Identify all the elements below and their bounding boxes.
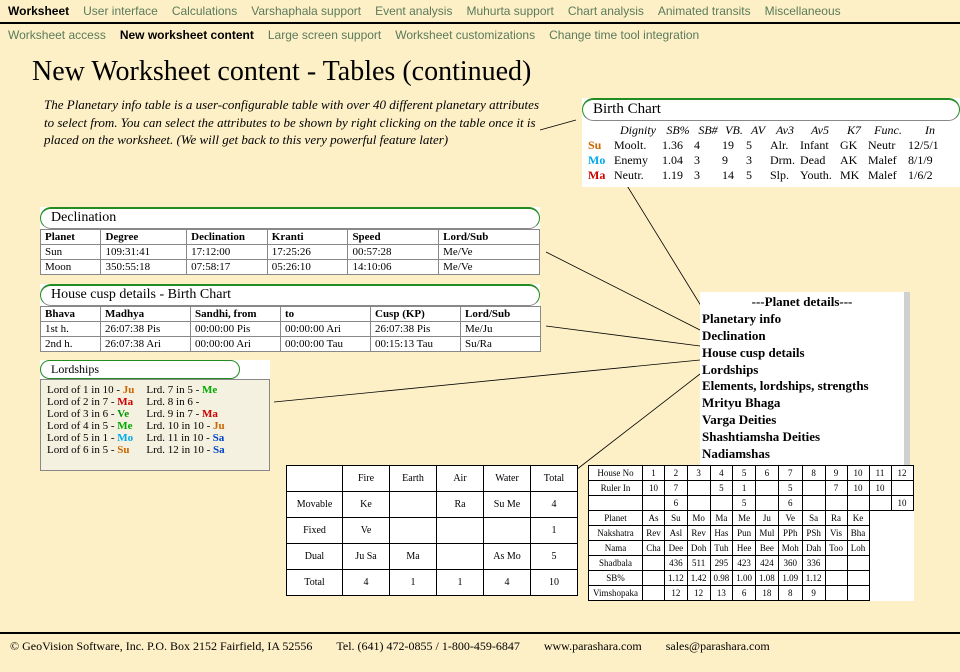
- lordships-title: Lordships: [40, 360, 240, 379]
- menu-item[interactable]: Nadiamshas: [702, 446, 902, 463]
- birth-chart-title: Birth Chart: [582, 98, 960, 121]
- menu-item[interactable]: Varga Deities: [702, 412, 902, 429]
- footer-tel: Tel. (641) 472-0855 / 1-800-459-6847: [336, 639, 519, 654]
- footer: © GeoVision Software, Inc. P.O. Box 2152…: [0, 632, 960, 672]
- topnav-item[interactable]: Event analysis: [375, 4, 452, 18]
- menu-item[interactable]: Declination: [702, 328, 902, 345]
- housecusp-panel: House cusp details - Birth Chart BhavaMa…: [40, 284, 540, 352]
- footer-email[interactable]: sales@parashara.com: [666, 639, 770, 654]
- topnav-item[interactable]: Animated transits: [658, 4, 751, 18]
- menu-item[interactable]: Planetary info: [702, 311, 902, 328]
- declination-title: Declination: [40, 207, 540, 229]
- topnav-item[interactable]: User interface: [83, 4, 158, 18]
- elements-table-panel: FireEarthAirWaterTotalMovableKeRaSu Me4F…: [286, 465, 578, 596]
- birth-chart-panel: Birth Chart DignitySB%SB#VB.AVAv3Av5K7Fu…: [582, 98, 960, 187]
- menu-title: ---Planet details---: [702, 294, 902, 311]
- subnav-item[interactable]: Worksheet customizations: [395, 28, 535, 42]
- topnav-item[interactable]: Miscellaneous: [765, 4, 841, 18]
- varga-table-panel: House No123456789101112Ruler In107515710…: [588, 465, 914, 601]
- sub-nav: Worksheet access New worksheet content Lar…: [0, 24, 960, 46]
- lordships-panel: Lordships Lord of 1 in 10 - JuLord of 2 …: [40, 360, 270, 471]
- menu-item[interactable]: Mrityu Bhaga: [702, 395, 902, 412]
- menu-item[interactable]: House cusp details: [702, 345, 902, 362]
- topnav-item[interactable]: Muhurta support: [466, 4, 553, 18]
- elements-table: FireEarthAirWaterTotalMovableKeRaSu Me4F…: [286, 465, 578, 596]
- housecusp-table: BhavaMadhyaSandhi, fromtoCusp (KP)Lord/S…: [40, 306, 541, 352]
- lordships-body: Lord of 1 in 10 - JuLord of 2 in 7 - MaL…: [40, 379, 270, 471]
- top-nav: Worksheet User interface Calculations Varsh…: [0, 0, 960, 24]
- topnav-item[interactable]: Varshaphala support: [251, 4, 361, 18]
- planet-details-menu[interactable]: ---Planet details---Planetary infoDeclin…: [700, 292, 910, 465]
- page-title: New Worksheet content - Tables (continue…: [32, 56, 960, 88]
- footer-copyright: © GeoVision Software, Inc. P.O. Box 2152…: [10, 639, 312, 654]
- subnav-item[interactable]: Worksheet access: [8, 28, 106, 42]
- varga-table: House No123456789101112Ruler In107515710…: [588, 465, 914, 601]
- declination-table: PlanetDegreeDeclinationKrantiSpeedLord/S…: [40, 229, 540, 275]
- declination-panel: Declination PlanetDegreeDeclinationKrant…: [40, 207, 540, 275]
- topnav-item[interactable]: Calculations: [172, 4, 237, 18]
- housecusp-title: House cusp details - Birth Chart: [40, 284, 540, 306]
- subnav-item[interactable]: Large screen support: [268, 28, 381, 42]
- menu-item[interactable]: Shashtiamsha Deities: [702, 429, 902, 446]
- topnav-item[interactable]: Worksheet: [8, 4, 69, 18]
- subnav-item[interactable]: Change time tool integration: [549, 28, 699, 42]
- birth-chart-grid: DignitySB%SB#VB.AVAv3Av5K7Func.In SuMool…: [582, 121, 960, 187]
- subnav-item[interactable]: New worksheet content: [120, 28, 254, 42]
- menu-item[interactable]: Elements, lordships, strengths: [702, 378, 902, 395]
- footer-web[interactable]: www.parashara.com: [544, 639, 642, 654]
- topnav-item[interactable]: Chart analysis: [568, 4, 644, 18]
- menu-item[interactable]: Lordships: [702, 362, 902, 379]
- description-text: The Planetary info table is a user-confi…: [44, 96, 544, 149]
